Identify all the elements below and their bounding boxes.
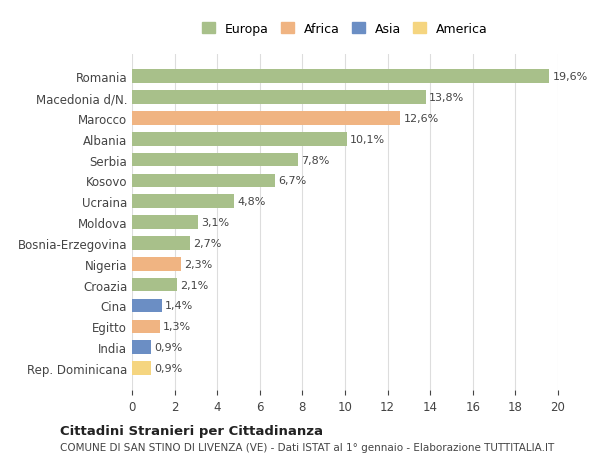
- Text: 10,1%: 10,1%: [350, 134, 385, 145]
- Text: 7,8%: 7,8%: [301, 155, 330, 165]
- Text: 12,6%: 12,6%: [404, 114, 439, 123]
- Text: 6,7%: 6,7%: [278, 176, 306, 186]
- Legend: Europa, Africa, Asia, America: Europa, Africa, Asia, America: [197, 18, 493, 41]
- Text: 19,6%: 19,6%: [553, 72, 588, 82]
- Text: 2,1%: 2,1%: [180, 280, 208, 290]
- Bar: [132, 133, 347, 146]
- Text: 1,4%: 1,4%: [165, 301, 193, 311]
- Bar: [132, 278, 177, 292]
- Text: 0,9%: 0,9%: [154, 342, 182, 353]
- Bar: [132, 91, 426, 105]
- Bar: [132, 361, 151, 375]
- Text: 0,9%: 0,9%: [154, 363, 182, 373]
- Bar: [132, 195, 234, 208]
- Bar: [132, 299, 162, 313]
- Bar: [132, 153, 298, 167]
- Bar: [132, 216, 198, 230]
- Text: Cittadini Stranieri per Cittadinanza: Cittadini Stranieri per Cittadinanza: [60, 425, 323, 437]
- Bar: [132, 174, 275, 188]
- Bar: [132, 257, 181, 271]
- Text: COMUNE DI SAN STINO DI LIVENZA (VE) - Dati ISTAT al 1° gennaio - Elaborazione TU: COMUNE DI SAN STINO DI LIVENZA (VE) - Da…: [60, 442, 554, 452]
- Text: 2,3%: 2,3%: [184, 259, 212, 269]
- Bar: [132, 237, 190, 250]
- Text: 13,8%: 13,8%: [429, 93, 464, 103]
- Text: 3,1%: 3,1%: [201, 218, 229, 228]
- Bar: [132, 341, 151, 354]
- Text: 2,7%: 2,7%: [193, 238, 221, 248]
- Bar: [132, 320, 160, 333]
- Bar: [132, 112, 400, 125]
- Text: 4,8%: 4,8%: [238, 197, 266, 207]
- Bar: [132, 70, 550, 84]
- Text: 1,3%: 1,3%: [163, 322, 191, 331]
